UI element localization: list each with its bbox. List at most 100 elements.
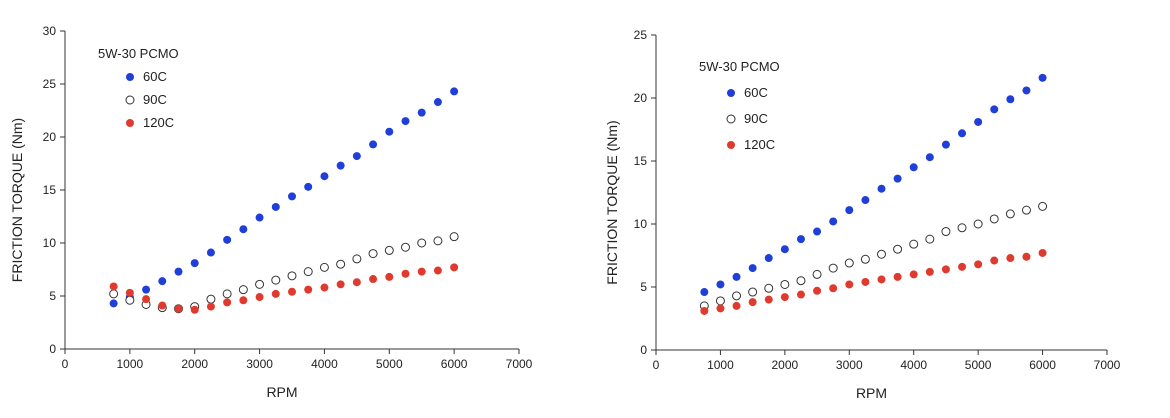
data-point [957, 223, 967, 233]
data-point [450, 263, 459, 272]
y-tick-label: 25 [43, 77, 57, 91]
data-point [1038, 73, 1047, 82]
y-tick-label: 5 [49, 289, 56, 303]
x-tick-label: 3000 [836, 358, 863, 372]
x-tick-label: 5000 [965, 358, 992, 372]
data-point [1006, 95, 1015, 104]
legend-marker [726, 114, 736, 124]
data-point [271, 202, 280, 211]
x-tick-label: 7000 [1094, 358, 1121, 372]
data-point [401, 269, 410, 278]
data-point [304, 182, 313, 191]
data-point [893, 244, 903, 254]
data-point [288, 192, 296, 201]
x-tick-label: 4000 [311, 357, 338, 371]
legend-label: 60C [143, 69, 167, 84]
data-point [764, 295, 773, 304]
data-point [304, 285, 313, 294]
data-point [829, 284, 838, 293]
data-point [352, 278, 361, 287]
y-tick-label: 15 [43, 183, 57, 197]
data-point [780, 293, 789, 302]
data-point [925, 153, 934, 162]
chart-2: 0 1000 2000 3000 4000 5000 6000 7000 0 5 10 15 20 25 R… [604, 28, 1121, 401]
y-tick-label: 20 [43, 130, 57, 144]
data-point [190, 259, 199, 268]
data-point [1006, 254, 1015, 263]
data-point [206, 302, 215, 311]
data-point [893, 174, 902, 183]
x-tick-label: 6000 [441, 357, 468, 371]
data-point [368, 249, 378, 259]
data-point [385, 127, 394, 136]
x-tick-label: 6000 [1029, 358, 1056, 372]
data-point [700, 288, 709, 297]
data-point [780, 279, 790, 289]
data-point [336, 259, 346, 269]
data-point [974, 260, 983, 269]
x-tick-label: 3000 [246, 357, 273, 371]
series-90C [699, 201, 1048, 311]
y-tick-label: 25 [634, 28, 648, 42]
legend-title: 5W-30 PCMO [699, 59, 780, 74]
data-point [812, 269, 822, 279]
data-point [190, 305, 199, 314]
data-point [1005, 209, 1015, 219]
data-point [239, 296, 248, 305]
y-tick-label: 10 [634, 217, 648, 231]
data-point [433, 98, 442, 107]
data-point [989, 214, 999, 224]
data-point [813, 227, 822, 236]
legend-title: 5W-30 PCMO [98, 46, 179, 61]
data-point [748, 264, 757, 273]
data-point [829, 217, 838, 226]
data-point [1038, 201, 1048, 211]
data-point [764, 283, 774, 293]
x-tick-label: 4000 [900, 358, 927, 372]
data-point [158, 277, 167, 286]
data-point [417, 108, 426, 117]
data-point [417, 267, 426, 276]
legend-marker [126, 73, 134, 81]
data-point [271, 289, 280, 298]
data-point [319, 262, 329, 272]
data-point [142, 295, 151, 304]
x-tick-label: 7000 [506, 357, 533, 371]
data-point [401, 242, 410, 252]
data-point [764, 254, 773, 263]
data-point [1038, 248, 1047, 257]
data-point [255, 293, 264, 302]
legend: 5W-30 PCMO 60C 90C 120C [98, 46, 179, 130]
data-point [796, 235, 805, 244]
data-point [796, 276, 806, 286]
data-point [925, 267, 934, 276]
data-point [109, 299, 118, 308]
y-tick-label: 20 [634, 91, 648, 105]
x-tick-label: 0 [62, 357, 69, 371]
data-point [1022, 252, 1031, 261]
data-point [700, 306, 709, 315]
series-60C [109, 87, 459, 308]
data-point [433, 266, 442, 275]
data-point [941, 140, 950, 149]
data-point [958, 129, 967, 138]
data-point [941, 227, 951, 237]
x-tick-label: 5000 [376, 357, 403, 371]
data-point [288, 287, 296, 296]
data-point [845, 206, 854, 215]
y-tick-label: 10 [43, 236, 57, 250]
data-point [748, 287, 758, 297]
legend-label: 120C [744, 137, 775, 152]
data-point [732, 291, 742, 301]
data-point [222, 289, 232, 299]
data-point [255, 213, 264, 222]
x-tick-label: 0 [653, 358, 660, 372]
legend-label: 90C [744, 111, 768, 126]
data-point [909, 239, 919, 249]
data-point [223, 298, 232, 307]
data-point [861, 196, 870, 205]
legend-label: 120C [143, 115, 174, 130]
y-axis-title: FRICTION TORQUE (Nm) [9, 118, 25, 282]
data-point [715, 296, 725, 306]
